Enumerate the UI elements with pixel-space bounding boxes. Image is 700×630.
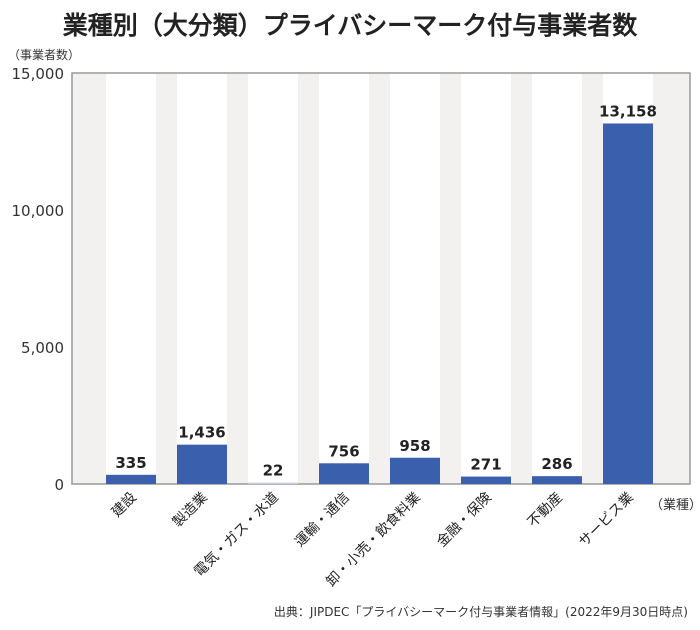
bar xyxy=(603,123,653,485)
bar-column xyxy=(319,73,369,484)
category-label: 製造業 xyxy=(170,490,211,531)
data-label: 756 xyxy=(328,442,359,460)
x-axis-label: （業種） xyxy=(650,498,700,513)
bar-column xyxy=(248,73,298,484)
data-label: 958 xyxy=(399,437,430,455)
plot-background xyxy=(72,73,690,484)
y-axis-label: （事業者数） xyxy=(8,48,81,62)
bar-column xyxy=(532,73,582,484)
chart-title: 業種別（大分類）プライバシーマーク付与事業者数 xyxy=(62,11,638,40)
bar xyxy=(319,463,369,484)
y-tick-label: 10,000 xyxy=(12,202,65,220)
category-label: 不動産 xyxy=(525,490,566,531)
data-label: 22 xyxy=(263,462,284,480)
bar xyxy=(461,476,511,484)
bar xyxy=(390,457,440,484)
bar xyxy=(106,474,156,484)
category-label: サービス業 xyxy=(576,490,637,551)
plot-frame xyxy=(71,72,691,485)
y-tick-label: 15,000 xyxy=(12,65,65,83)
category-label: 運輸・通信 xyxy=(292,490,353,551)
data-label: 286 xyxy=(541,455,572,473)
bar-column xyxy=(177,73,227,484)
bar xyxy=(248,482,298,484)
bar xyxy=(532,476,582,484)
bar-column xyxy=(461,73,511,484)
bar-column xyxy=(106,73,156,484)
bar xyxy=(177,444,227,484)
source-note: 出典：JIPDEC「プライバシーマーク付与事業者情報」(2022年9月30日時点… xyxy=(273,605,688,619)
data-label: 1,436 xyxy=(178,424,225,442)
category-label: 建設 xyxy=(109,490,140,521)
y-tick-label: 0 xyxy=(54,476,64,494)
category-label: 金融・保険 xyxy=(434,490,495,551)
data-label: 335 xyxy=(115,454,146,472)
data-label: 271 xyxy=(470,456,501,474)
bar-column xyxy=(390,73,440,484)
data-label: 13,158 xyxy=(599,102,657,120)
y-tick-label: 5,000 xyxy=(21,339,64,357)
